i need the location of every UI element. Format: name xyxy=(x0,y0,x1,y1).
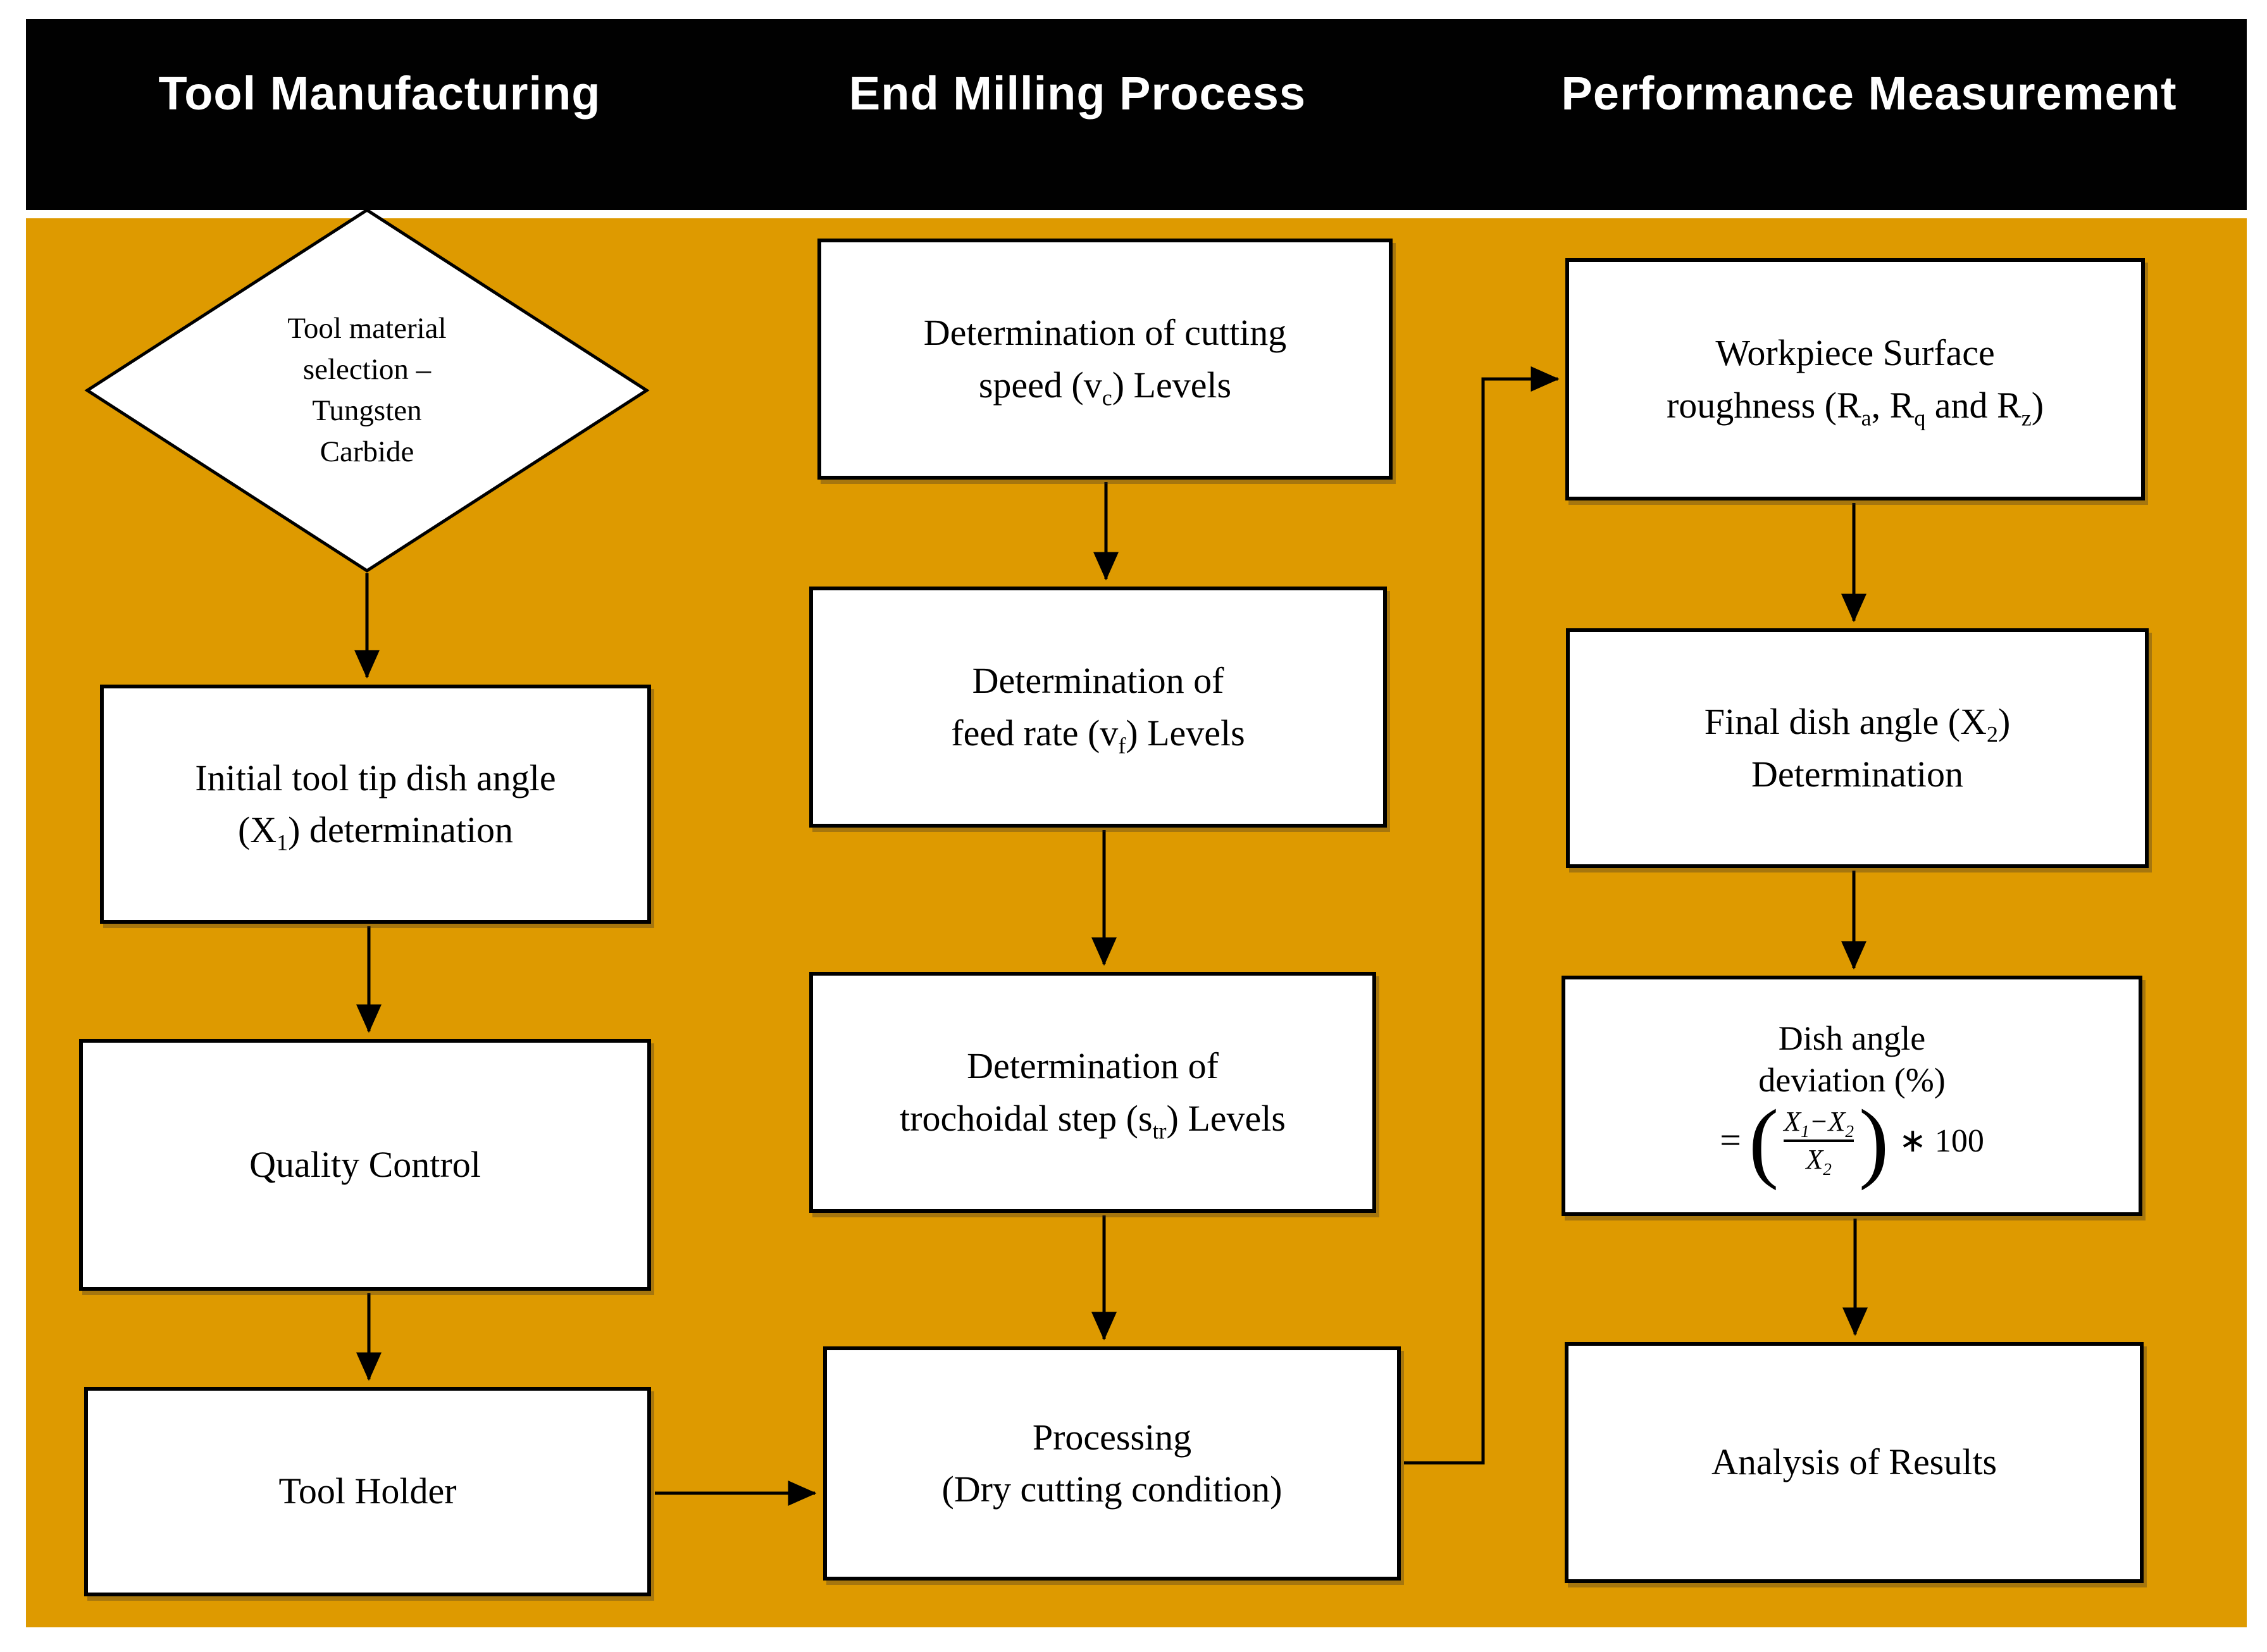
formula-denominator: X2 xyxy=(1806,1143,1832,1179)
formula-fraction: X1−X2 X2 xyxy=(1784,1106,1854,1179)
column-header-performance-measurement: Performance Measurement xyxy=(1561,67,2177,120)
tool-holder-label: Tool Holder xyxy=(278,1470,457,1512)
fraction-bar xyxy=(1784,1139,1854,1142)
formula-numerator: X1−X2 xyxy=(1784,1106,1854,1141)
initial-dish-angle-box: Initial tool tip dish angle (X1) determin… xyxy=(100,685,651,924)
column-header-end-milling-process: End Milling Process xyxy=(848,67,1307,120)
quality-control-label: Quality Control xyxy=(249,1143,481,1185)
trochoidal-step-box: Determination of trochoidal step (str) Le… xyxy=(809,972,1376,1213)
dish-angle-deviation-box: Dish angle deviation (%) = ( X1−X2 X2 ) ∗… xyxy=(1562,976,2142,1216)
formula-multiplier: ∗ 100 xyxy=(1899,1122,1984,1159)
quality-control-box: Quality Control xyxy=(79,1039,651,1291)
initial-dish-angle-label: Initial tool tip dish angle (X1) determin… xyxy=(195,757,556,855)
analysis-results-label: Analysis of Results xyxy=(1711,1441,1997,1483)
dish-angle-deviation-formula: = ( X1−X2 X2 ) ∗ 100 xyxy=(1565,1090,2139,1191)
trochoidal-step-label: Determination of trochoidal step (str) Le… xyxy=(900,1045,1286,1144)
dish-angle-deviation-label: Dish angle deviation (%) xyxy=(1758,1019,1946,1100)
header-bar: Tool Manufacturing End Milling Process P… xyxy=(26,19,2247,210)
processing-box: Processing (Dry cutting condition) xyxy=(823,1346,1401,1581)
decision-diamond-label: Tool material selection – Tungsten Carbide xyxy=(287,312,447,468)
analysis-results-box: Analysis of Results xyxy=(1565,1342,2144,1583)
surface-roughness-label: Workpiece Surface roughness (Ra, Rq and R… xyxy=(1666,332,2044,431)
feed-rate-label: Determination of feed rate (vf) Levels xyxy=(951,660,1245,759)
formula-equals: = xyxy=(1720,1119,1741,1162)
feed-rate-box: Determination of feed rate (vf) Levels xyxy=(809,587,1387,828)
cutting-speed-box: Determination of cutting speed (vc) Level… xyxy=(817,239,1393,480)
final-dish-angle-label: Final dish angle (X2) Determination xyxy=(1704,701,2011,795)
formula-open-paren: ( xyxy=(1748,1090,1779,1191)
final-dish-angle-box: Final dish angle (X2) Determination xyxy=(1566,628,2149,868)
surface-roughness-box: Workpiece Surface roughness (Ra, Rq and R… xyxy=(1565,258,2145,500)
cutting-speed-label: Determination of cutting speed (vc) Level… xyxy=(923,312,1287,411)
formula-close-paren: ) xyxy=(1859,1090,1889,1191)
column-header-tool-manufacturing: Tool Manufacturing xyxy=(158,67,601,120)
processing-label: Processing (Dry cutting condition) xyxy=(941,1416,1283,1510)
tool-holder-box: Tool Holder xyxy=(84,1387,651,1596)
